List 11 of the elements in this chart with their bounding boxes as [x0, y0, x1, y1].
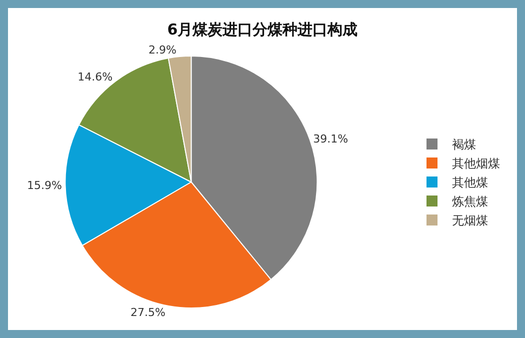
data-label: 15.9%: [27, 179, 62, 192]
chart-title: 6月煤炭进口分煤种进口构成: [167, 20, 358, 39]
legend-label: 其他烟煤: [452, 156, 500, 171]
legend-label: 炼焦煤: [452, 194, 488, 209]
data-label: 39.1%: [313, 132, 348, 146]
data-label: 27.5%: [130, 306, 166, 319]
legend-label: 无烟煤: [452, 214, 488, 228]
data-label: 2.9%: [148, 44, 176, 57]
data-label: 14.6%: [78, 70, 113, 84]
legend-label: 褐煤: [452, 138, 476, 152]
legend-label: 其他煤: [452, 176, 488, 190]
